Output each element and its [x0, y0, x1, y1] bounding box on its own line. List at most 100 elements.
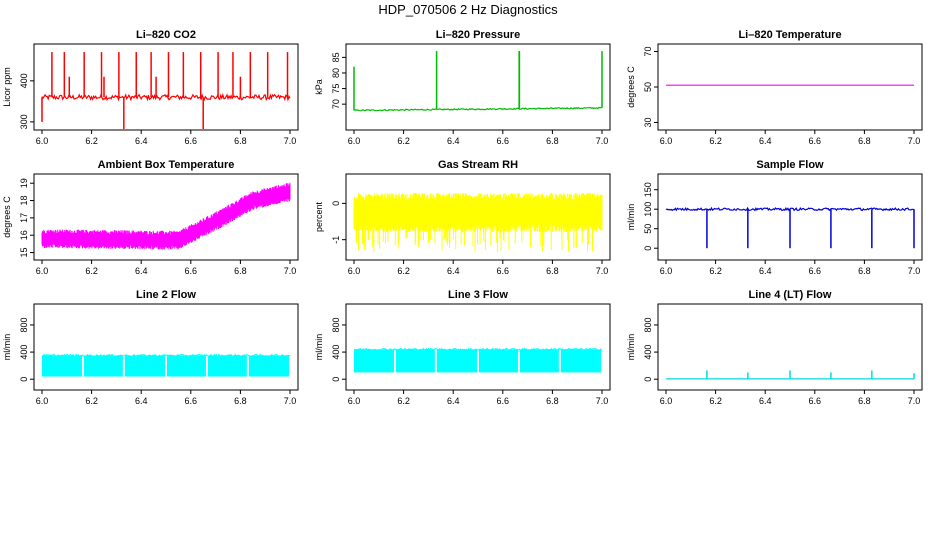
x-tick-label: 6.2 — [397, 396, 410, 406]
x-tick-label: 6.8 — [546, 136, 559, 146]
plot-frame — [657, 43, 923, 131]
panel-title: Line 3 Flow — [448, 289, 508, 301]
y-tick-label: 75 — [331, 84, 341, 94]
x-tick-label: 6.2 — [709, 396, 722, 406]
y-tick-label: 800 — [643, 317, 653, 332]
y-tick-label: 30 — [643, 117, 653, 127]
y-tick-label: 0 — [331, 377, 341, 382]
panel-7: Line 2 Flow ml/min 6.0 6.2 6.4 6.6 6.8 7.0 0 400 8… — [2, 289, 299, 406]
flow-band — [395, 349, 435, 373]
y-axis-label: percent — [314, 201, 324, 232]
y-axis-label: degrees C — [626, 66, 636, 108]
y-tick-label: 19 — [19, 178, 29, 188]
y-tick-label: 50 — [643, 82, 653, 92]
flow-band — [354, 349, 394, 373]
plot-frame — [33, 303, 299, 391]
panel-5: Gas Stream RH percent 6.0 6.2 6.4 6.6 6.8 7.0 -1… — [314, 159, 611, 276]
flow-band — [248, 355, 290, 377]
x-tick-label: 6.4 — [135, 136, 148, 146]
x-tick-label: 6.0 — [348, 136, 361, 146]
panel-title: Li–820 Pressure — [436, 29, 520, 41]
data-trace — [41, 92, 291, 102]
x-tick-label: 6.2 — [85, 396, 98, 406]
x-tick-label: 7.0 — [596, 396, 609, 406]
plot-frame — [345, 43, 611, 131]
x-tick-label: 6.4 — [447, 396, 460, 406]
x-tick-label: 6.0 — [36, 396, 49, 406]
plot-frame — [657, 173, 923, 261]
x-tick-label: 6.6 — [497, 266, 510, 276]
y-axis-label: ml/min — [626, 334, 636, 361]
x-tick-label: 7.0 — [284, 396, 297, 406]
data-trace — [41, 182, 291, 250]
flow-band — [436, 349, 478, 373]
x-tick-label: 6.8 — [858, 136, 871, 146]
y-tick-label: -1 — [331, 236, 341, 244]
y-tick-label: 0 — [331, 201, 341, 206]
plot-frame — [345, 173, 611, 261]
x-tick-label: 7.0 — [284, 266, 297, 276]
panel-title: Line 4 (LT) Flow — [749, 289, 832, 301]
x-tick-label: 6.4 — [447, 136, 460, 146]
panel-4: Ambient Box Temperature degrees C 6.0 6.2 6.… — [2, 159, 299, 276]
y-tick-label: 80 — [331, 68, 341, 78]
x-tick-label: 6.0 — [660, 136, 673, 146]
x-tick-label: 6.8 — [234, 396, 247, 406]
x-tick-label: 6.8 — [858, 396, 871, 406]
y-tick-label: 800 — [331, 317, 341, 332]
flow-edge — [41, 353, 291, 358]
panel-title: Sample Flow — [756, 159, 824, 171]
x-tick-label: 6.0 — [660, 396, 673, 406]
panel-2: Li–820 Pressure kPa 6.0 6.2 6.4 6.6 6.8 7.0 70 75… — [314, 29, 611, 146]
x-tick-label: 6.2 — [397, 136, 410, 146]
y-axis-label: Licor ppm — [2, 67, 12, 107]
data-trace — [353, 106, 602, 112]
x-tick-label: 6.4 — [759, 396, 772, 406]
flow-band — [207, 355, 247, 377]
x-tick-label: 6.4 — [135, 396, 148, 406]
x-tick-label: 6.2 — [709, 136, 722, 146]
x-tick-label: 6.4 — [759, 266, 772, 276]
flow-band — [166, 355, 206, 377]
x-tick-label: 6.4 — [759, 136, 772, 146]
x-tick-label: 6.6 — [809, 266, 822, 276]
x-tick-label: 6.8 — [858, 266, 871, 276]
x-tick-label: 6.8 — [234, 266, 247, 276]
flow-edge — [353, 347, 603, 352]
flow-band — [124, 355, 166, 377]
x-tick-label: 6.6 — [497, 136, 510, 146]
panel-title: Li–820 CO2 — [136, 29, 196, 41]
page-title: HDP_070506 2 Hz Diagnostics — [378, 2, 558, 17]
y-tick-label: 150 — [643, 182, 653, 197]
x-tick-label: 6.6 — [497, 396, 510, 406]
y-axis-label: kPa — [314, 79, 324, 95]
plot-frame — [657, 303, 923, 391]
panel-9: Line 4 (LT) Flow ml/min 6.0 6.2 6.4 6.6 6.8 7.0… — [626, 289, 923, 406]
y-tick-label: 50 — [643, 224, 653, 234]
x-tick-label: 6.6 — [185, 396, 198, 406]
y-axis-label: ml/min — [2, 334, 12, 361]
y-axis-label: degrees C — [2, 196, 12, 238]
y-tick-label: 400 — [643, 345, 653, 360]
x-tick-label: 6.6 — [809, 396, 822, 406]
y-tick-label: 16 — [19, 230, 29, 240]
y-tick-label: 0 — [19, 377, 29, 382]
panel-title: Ambient Box Temperature — [98, 159, 235, 171]
x-tick-label: 6.6 — [185, 266, 198, 276]
plot-frame — [33, 173, 299, 261]
y-tick-label: 400 — [19, 345, 29, 360]
flow-band — [519, 349, 559, 373]
y-tick-label: 70 — [331, 99, 341, 109]
plot-frame — [345, 303, 611, 391]
y-tick-label: 0 — [643, 377, 653, 382]
x-tick-label: 7.0 — [908, 136, 921, 146]
y-tick-label: 70 — [643, 47, 653, 57]
y-tick-label: 18 — [19, 196, 29, 206]
x-tick-label: 6.0 — [36, 136, 49, 146]
y-tick-label: 0 — [643, 246, 653, 251]
flow-band — [83, 355, 123, 377]
x-tick-label: 6.0 — [348, 266, 361, 276]
panel-6: Sample Flow ml/min 6.0 6.2 6.4 6.6 6.8 7.0 0 50 10… — [626, 159, 923, 276]
panel-title: Li–820 Temperature — [738, 29, 841, 41]
x-tick-label: 6.2 — [85, 136, 98, 146]
